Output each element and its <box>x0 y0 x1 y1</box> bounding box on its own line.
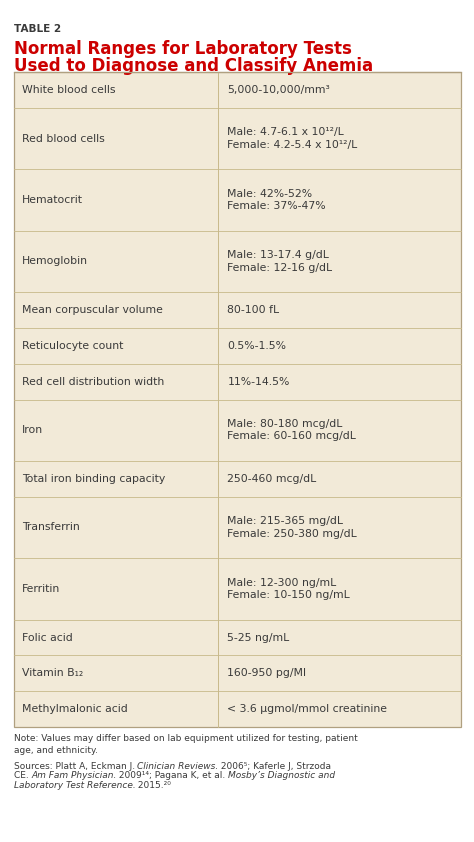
Text: Female: 250-380 mg/dL: Female: 250-380 mg/dL <box>228 529 357 539</box>
Text: 0.5%-1.5%: 0.5%-1.5% <box>228 341 286 351</box>
Text: Vitamin B₁₂: Vitamin B₁₂ <box>22 669 83 679</box>
Text: 80-100 fL: 80-100 fL <box>228 305 280 315</box>
Text: Female: 10-150 ng/mL: Female: 10-150 ng/mL <box>228 590 350 600</box>
Text: Transferrin: Transferrin <box>22 523 80 532</box>
Text: Hematocrit: Hematocrit <box>22 195 83 205</box>
Text: 2009¹⁴; Pagana K, et al.: 2009¹⁴; Pagana K, et al. <box>116 771 228 781</box>
Text: 11%-14.5%: 11%-14.5% <box>228 376 290 386</box>
Text: Note: Values may differ based on lab equipment utilized for testing, patient
age: Note: Values may differ based on lab equ… <box>14 734 358 754</box>
Text: Mean corpuscular volume: Mean corpuscular volume <box>22 305 163 315</box>
Text: Laboratory Test Reference.: Laboratory Test Reference. <box>14 781 136 790</box>
Text: White blood cells: White blood cells <box>22 85 115 95</box>
Text: Male: 4.7-6.1 x 10¹²/L: Male: 4.7-6.1 x 10¹²/L <box>228 127 344 137</box>
Text: Female: 12-16 g/dL: Female: 12-16 g/dL <box>228 263 333 273</box>
Text: Male: 13-17.4 g/dL: Male: 13-17.4 g/dL <box>228 250 329 260</box>
Text: Female: 60-160 mcg/dL: Female: 60-160 mcg/dL <box>228 431 356 441</box>
Text: Hemoglobin: Hemoglobin <box>22 257 88 266</box>
Text: TABLE 2: TABLE 2 <box>14 24 61 34</box>
Text: Normal Ranges for Laboratory Tests: Normal Ranges for Laboratory Tests <box>14 40 352 58</box>
Text: 2015.²⁰: 2015.²⁰ <box>135 781 171 790</box>
Text: 2006⁵; Kaferle J, Strzoda: 2006⁵; Kaferle J, Strzoda <box>218 762 331 771</box>
Text: Male: 42%-52%: Male: 42%-52% <box>228 189 313 199</box>
Text: 5,000-10,000/mm³: 5,000-10,000/mm³ <box>228 85 330 95</box>
Text: Red blood cells: Red blood cells <box>22 134 105 143</box>
Text: Folic acid: Folic acid <box>22 632 73 642</box>
Text: 5-25 ng/mL: 5-25 ng/mL <box>228 632 290 642</box>
Bar <box>14 72 461 727</box>
Text: CE.: CE. <box>14 771 32 781</box>
Text: < 3.6 μgmol/mmol creatinine: < 3.6 μgmol/mmol creatinine <box>228 704 387 714</box>
Text: Reticulocyte count: Reticulocyte count <box>22 341 123 351</box>
Text: Male: 215-365 mg/dL: Male: 215-365 mg/dL <box>228 516 344 526</box>
Text: Red cell distribution width: Red cell distribution width <box>22 376 164 386</box>
Text: Am Fam Physician.: Am Fam Physician. <box>31 771 117 781</box>
Text: Used to Diagnose and Classify Anemia: Used to Diagnose and Classify Anemia <box>14 57 373 75</box>
Text: Sources: Platt A, Eckman J.: Sources: Platt A, Eckman J. <box>14 762 138 771</box>
Text: Male: 12-300 ng/mL: Male: 12-300 ng/mL <box>228 578 337 588</box>
Text: Ferritin: Ferritin <box>22 584 60 594</box>
Text: 160-950 pg/Ml: 160-950 pg/Ml <box>228 669 307 679</box>
Text: Mosby’s Diagnostic and: Mosby’s Diagnostic and <box>228 771 335 781</box>
Text: Female: 37%-47%: Female: 37%-47% <box>228 201 326 211</box>
Text: 250-460 mcg/dL: 250-460 mcg/dL <box>228 474 317 484</box>
Text: Total iron binding capacity: Total iron binding capacity <box>22 474 165 484</box>
Text: Male: 80-180 mcg/dL: Male: 80-180 mcg/dL <box>228 419 343 429</box>
Text: Female: 4.2-5.4 x 10¹²/L: Female: 4.2-5.4 x 10¹²/L <box>228 140 358 150</box>
Text: Clinician Reviews.: Clinician Reviews. <box>137 762 219 771</box>
Text: Iron: Iron <box>22 425 43 435</box>
Text: Methylmalonic acid: Methylmalonic acid <box>22 704 128 714</box>
